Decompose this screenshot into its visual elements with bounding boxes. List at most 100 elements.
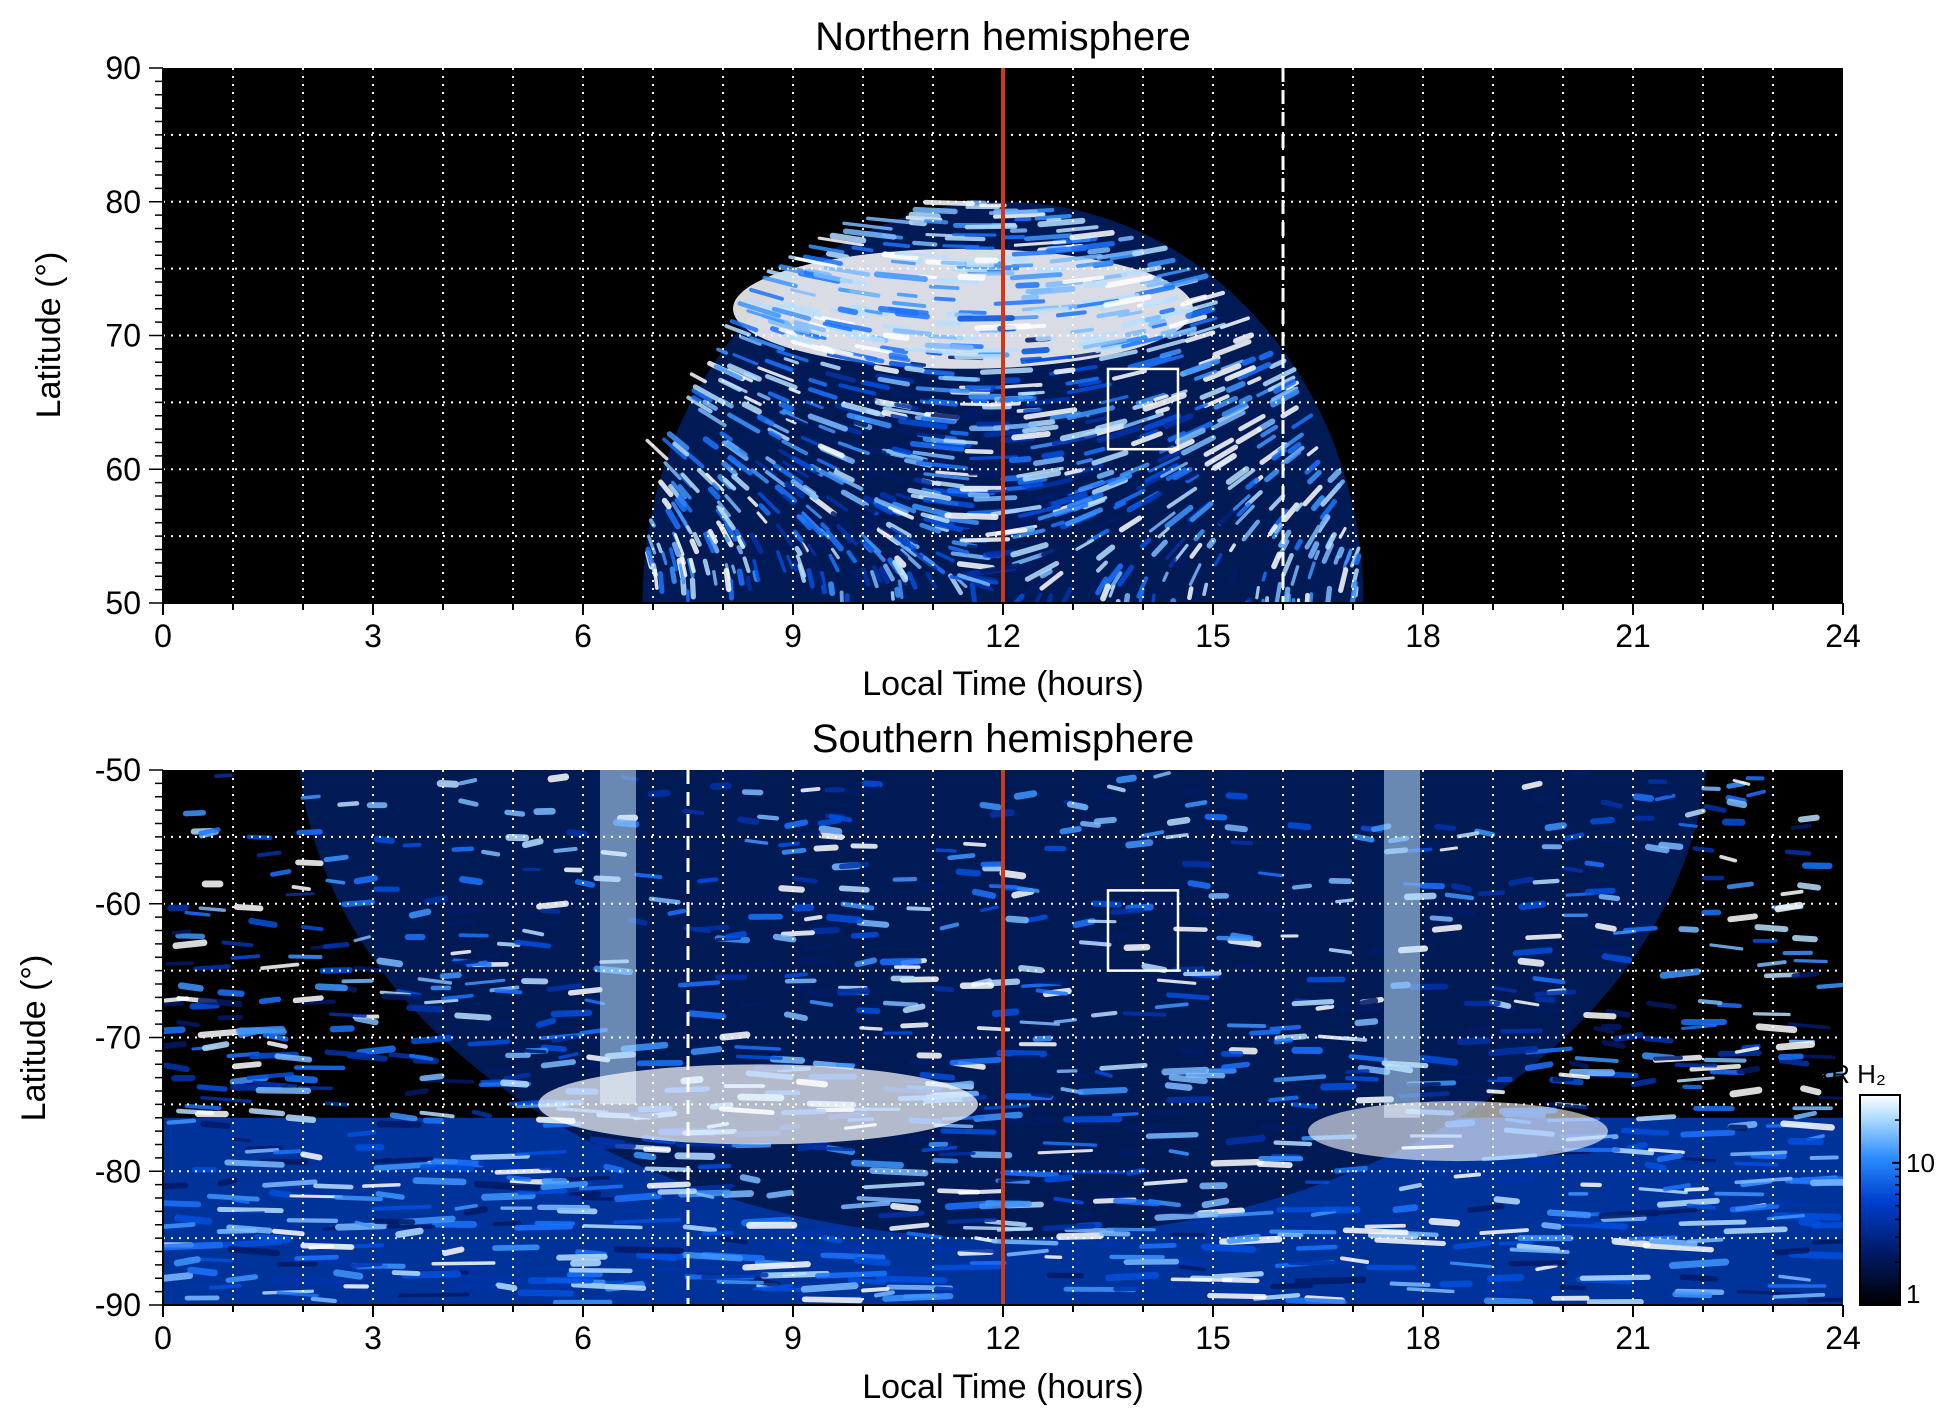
north-emission-streak [874,399,894,408]
north-emission-streak [855,510,884,531]
south-emission-streak [553,846,578,853]
north-emission-streak [739,335,762,346]
south-emission-streak [667,908,687,916]
south-emission-streak [1166,816,1191,826]
south-emission-streak [447,919,476,926]
north-emission-streak [882,241,911,249]
south-emission-streak [574,879,596,888]
x-tick-label: 15 [1195,1320,1231,1356]
north-emission-streak [661,551,668,566]
north-emission-streak [1247,376,1262,386]
south-emission-streak [418,894,440,900]
south-emission-streak [840,901,875,911]
south-emission-streak [1590,945,1624,954]
north-emission-streak [964,448,994,455]
south-emission-streak [260,962,300,971]
south-emission-streak [299,999,336,1005]
north-emission-streak [879,491,897,503]
south-emission-streak [1648,1237,1698,1247]
south-emission-streak [1345,1075,1379,1082]
north-emission-streak [1168,314,1208,329]
south-region-box [1106,889,1180,972]
x-tick-label: 0 [154,618,172,654]
north-emission-streak [969,455,1018,461]
south-emission-streak [850,1159,904,1169]
north-emission-streak [1025,396,1071,407]
south-emission-streak [1000,1169,1059,1178]
north-emission-streak [1165,467,1187,481]
north-emission-streak [979,367,1034,375]
north-emission-streak [1114,488,1146,507]
north-emission-streak [785,417,797,425]
south-emission-streak [1171,1258,1210,1266]
north-emission-streak [1013,593,1025,603]
south-emission-streak [690,1045,723,1055]
south-emission-streak [1145,1132,1199,1139]
south-emission-streak [878,1210,925,1219]
north-emission-streak [731,564,737,574]
south-emission-streak [643,1146,671,1153]
north-emission-streak [862,495,878,506]
north-emission-streak [1238,413,1266,432]
north-emission-streak [1051,432,1098,447]
south-emission-streak [409,1053,434,1061]
south-emission-streak [163,1222,196,1229]
north-emission-streak [830,511,856,533]
south-emission-streak [451,846,475,852]
south-emission-streak [300,1151,323,1161]
south-emission-streak [1207,1293,1267,1300]
south-emission-streak [166,1118,197,1125]
south-emission-streak [869,1167,929,1177]
south-emission-streak [375,1191,405,1200]
north-emission-streak [1034,213,1072,221]
north-title: Northern hemisphere [815,15,1191,59]
north-emission-streak [786,554,795,570]
south-emission-streak [739,1001,763,1008]
south-emission-streak [1269,1024,1302,1032]
south-emission-streak [571,1282,647,1291]
north-emission-streak [716,520,724,530]
south-emission-streak [450,958,480,966]
north-emission-streak [784,414,816,431]
south-emission-streak [402,842,422,848]
north-emission-streak [1236,502,1251,517]
south-emission-streak [1140,830,1165,838]
south-emission-streak [289,1194,343,1199]
south-emission-streak [1773,1247,1810,1256]
south-emission-streak [979,801,1002,811]
south-emission-streak [813,1225,847,1234]
north-emission-streak [1260,424,1279,438]
south-emission-streak [1287,822,1312,831]
north-emission-streak [776,550,787,573]
south-emission-streak [1719,854,1738,863]
y-tick-label: 80 [105,184,141,220]
south-emission-streak [198,827,221,836]
south-emission-streak [1434,824,1457,832]
north-emission-streak [1353,553,1362,566]
north-emission-streak [1157,526,1170,539]
south-emission-streak [481,1192,536,1201]
south-emission-streak [513,939,552,949]
south-emission-streak [828,814,853,823]
south-emission-streak [1178,1047,1206,1056]
south-emission-streak [1024,914,1048,924]
south-emission-streak [174,1214,213,1225]
south-emission-streak [1662,1183,1691,1192]
north-emission-streak [950,430,969,436]
north-emission-streak [791,338,836,355]
north-emission-streak [646,534,657,555]
south-emission-streak [1546,1209,1592,1219]
north-emission-streak [808,244,845,255]
north-emission-streak [940,260,968,266]
north-emission-streak [925,571,938,589]
north-emission-streak [1308,592,1314,603]
north-emission-streak [938,375,981,382]
south-emission-streak [1774,901,1804,913]
north-emission-streak [1066,382,1112,395]
north-emission-streak [877,376,911,387]
north-emission-streak [1085,416,1107,424]
south-emission-streak [224,1159,285,1168]
south-emission-streak [1601,953,1633,964]
south-emission-streak [1374,1237,1446,1247]
north-emission-streak [1011,430,1051,441]
